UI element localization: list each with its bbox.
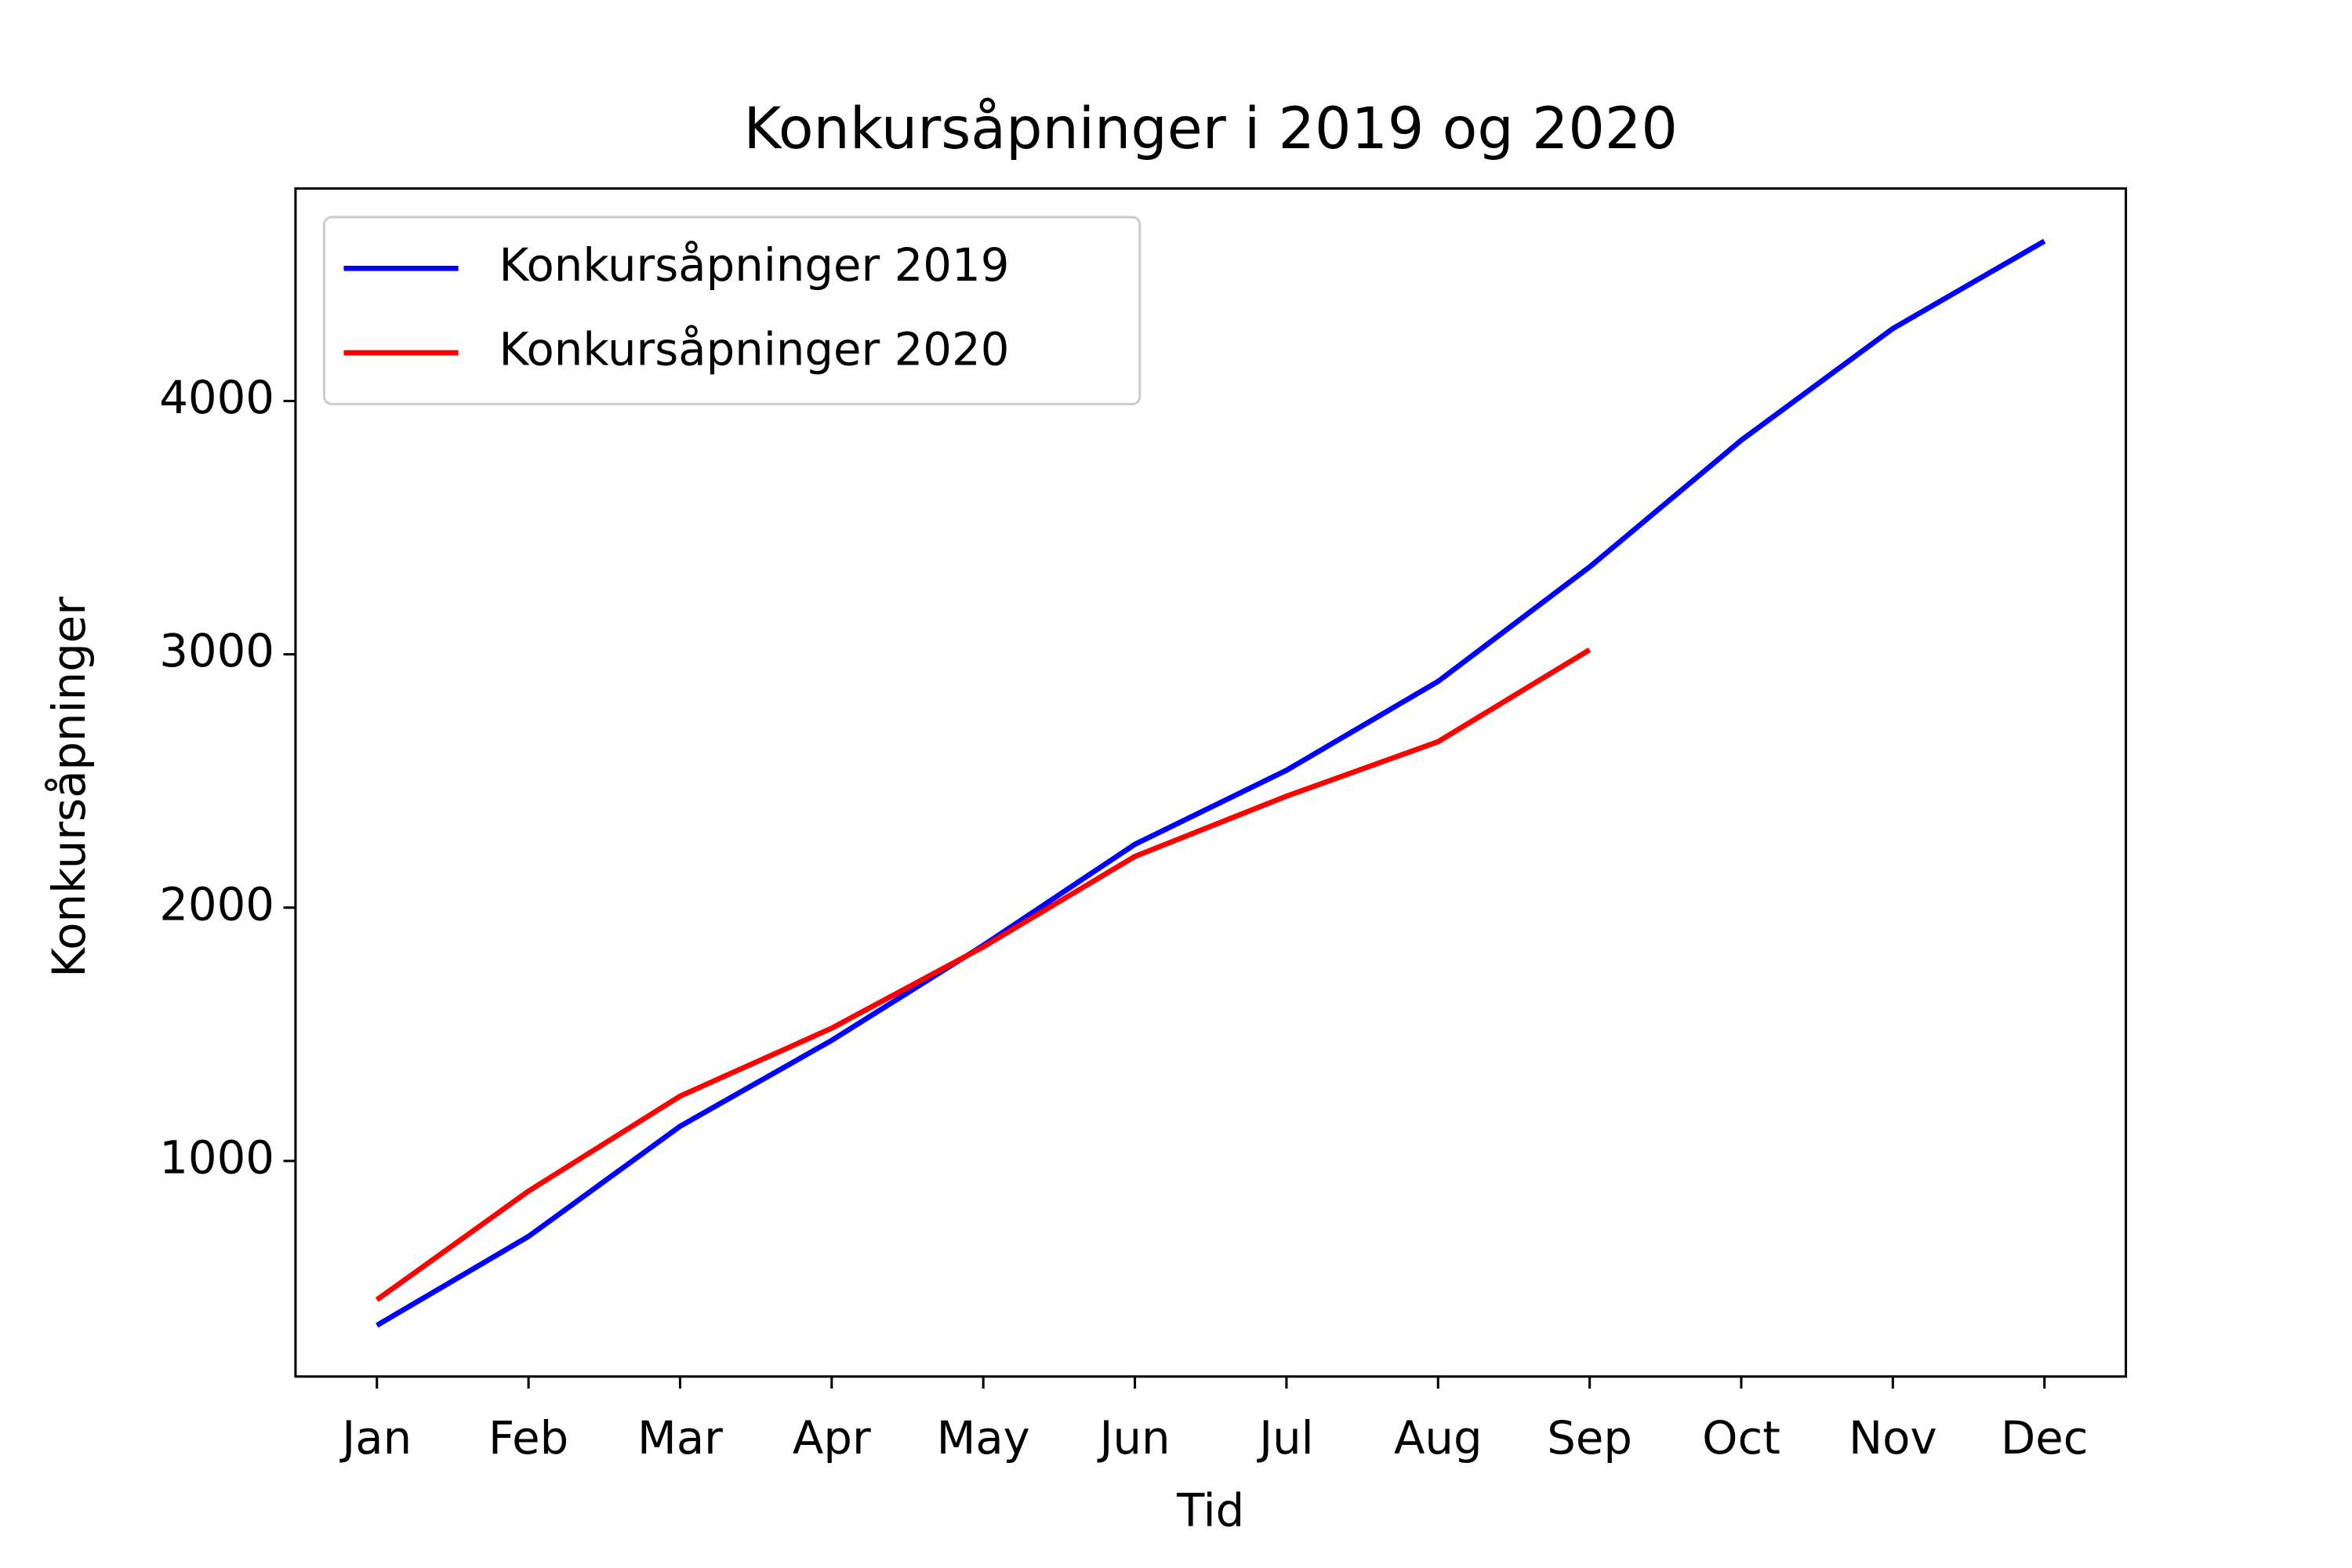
x-tick-label: Nov (1849, 1411, 1937, 1465)
legend-label: Konkursåpninger 2019 (499, 238, 1010, 292)
x-tick-label: Oct (1702, 1411, 1780, 1465)
x-tick-label: Jan (339, 1411, 412, 1465)
x-tick-label: Feb (488, 1411, 568, 1465)
x-tick-label: May (937, 1411, 1030, 1465)
series-line (376, 238, 2046, 1328)
legend-label: Konkursåpninger 2020 (499, 323, 1010, 376)
legend-box (322, 216, 1142, 405)
x-tick-label: Sep (1547, 1411, 1632, 1465)
x-tick-label: Dec (2001, 1411, 2089, 1465)
y-tick-label: 2000 (159, 877, 274, 931)
series-line (375, 647, 1592, 1302)
y-tick-label: 3000 (159, 624, 274, 677)
chart-title: Konkursåpninger i 2019 og 2020 (744, 96, 1678, 162)
x-tick-label: Jul (1257, 1411, 1314, 1465)
x-tick-label: Jun (1097, 1411, 1170, 1465)
y-tick-label: 4000 (159, 371, 274, 424)
x-tick-label: Aug (1394, 1411, 1483, 1465)
x-axis-label: Tid (1176, 1483, 1244, 1537)
x-tick-label: Mar (637, 1411, 723, 1465)
y-axis-label: Konkursåpninger (42, 597, 96, 978)
plot-frame (294, 187, 2128, 1378)
y-tick-label: 1000 (159, 1131, 274, 1184)
x-tick-label: Apr (793, 1411, 871, 1465)
